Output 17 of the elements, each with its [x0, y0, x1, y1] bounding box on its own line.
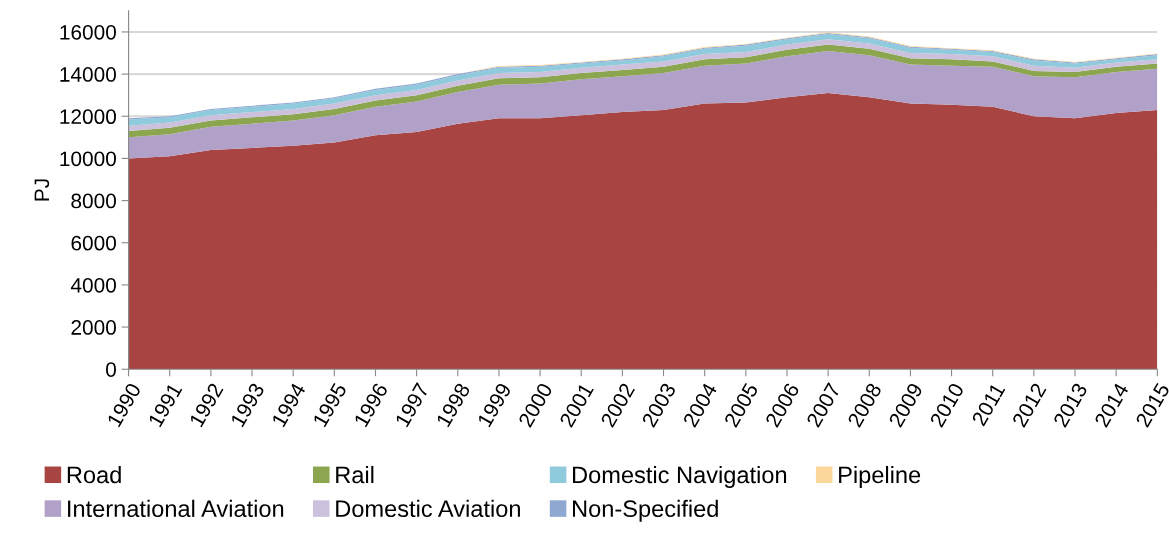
legend-label: Pipeline	[839, 465, 921, 488]
legend-label: Domestic Navigation	[573, 465, 787, 488]
legend-label: Non-Specified	[573, 499, 718, 522]
legend-label: Rail	[336, 465, 374, 484]
y-tick-label: 2000	[71, 320, 116, 335]
y-tick-label: 16000	[60, 24, 116, 40]
legend-label: Domestic Aviation	[336, 499, 520, 518]
y-tick-label: 6000	[71, 235, 116, 251]
legend-label: Road	[67, 465, 121, 484]
y-tick-label: 4000	[70, 277, 116, 293]
y-tick-label: 0	[106, 362, 116, 377]
y-tick-label: 8000	[71, 193, 116, 209]
y-tick-label: 10000	[60, 151, 116, 167]
legend-label: International Aviation	[68, 499, 284, 518]
y-tick-label: 12000	[60, 109, 116, 125]
y-axis-title: PJ	[34, 179, 50, 201]
y-tick-label: 14000	[60, 67, 116, 82]
